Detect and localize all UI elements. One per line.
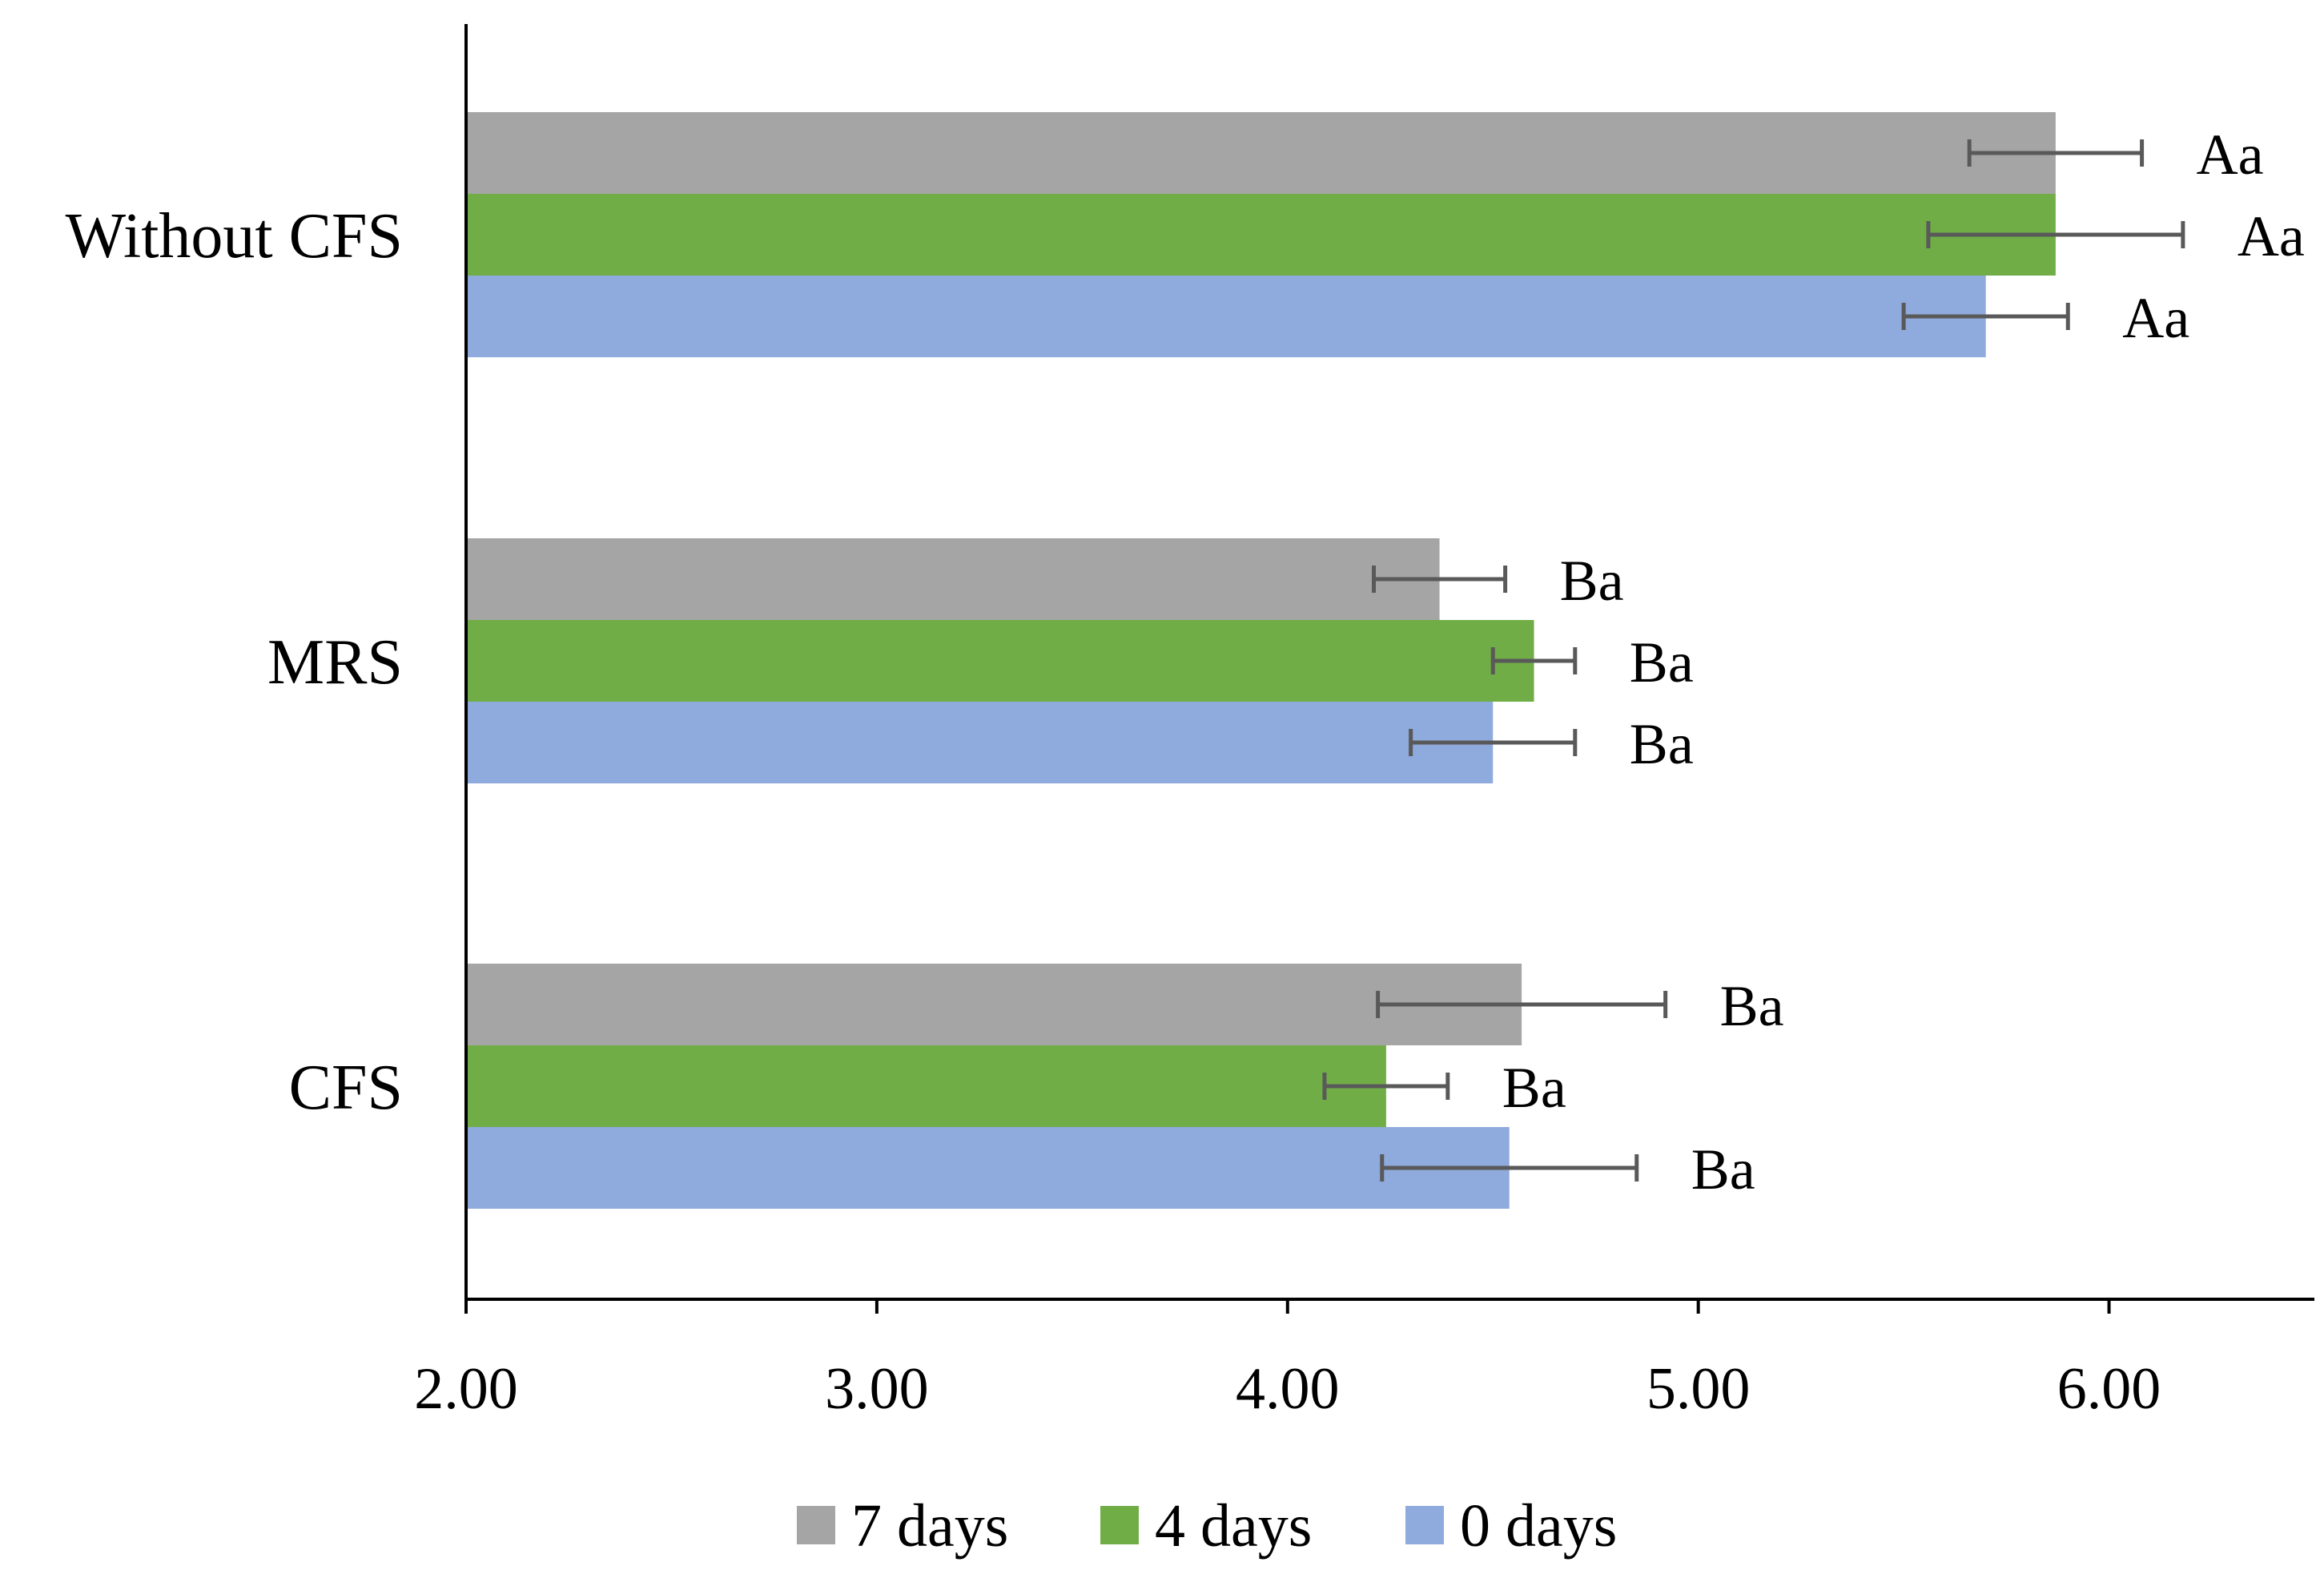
bar-mrs-4-days — [466, 620, 1534, 702]
error-bar-without-cfs-0-days — [1901, 303, 2070, 330]
legend-swatch-0-days — [1405, 1506, 1444, 1544]
sig-label-without-cfs-0-days: Aa — [2122, 286, 2189, 350]
sig-label-without-cfs-4-days: Aa — [2238, 204, 2305, 268]
bar-mrs-0-days — [466, 702, 1494, 783]
sig-label-mrs-7-days: Ba — [1560, 549, 1624, 613]
legend: 7 days 4 days 0 days — [797, 1492, 1617, 1560]
x-tick-label-2-00: 2.00 — [414, 1356, 518, 1422]
error-bar-mrs-0-days — [1409, 729, 1578, 756]
bar-cfs-7-days — [466, 964, 1522, 1045]
x-tick-label-4-00: 4.00 — [1236, 1356, 1340, 1422]
bar-without-cfs-0-days — [466, 276, 1986, 357]
error-bar-mrs-4-days — [1490, 647, 1578, 674]
bar-cfs-0-days — [466, 1127, 1510, 1209]
x-tick-label-3-00: 3.00 — [825, 1356, 929, 1422]
bar-without-cfs-7-days — [466, 112, 2056, 194]
legend-item-7-days: 7 days — [797, 1492, 1008, 1560]
bar-cfs-4-days — [466, 1045, 1386, 1127]
sig-label-mrs-4-days: Ba — [1630, 630, 1694, 694]
sig-label-cfs-4-days: Ba — [1502, 1056, 1566, 1120]
category-label-mrs: MRS — [267, 627, 403, 698]
legend-item-4-days: 4 days — [1100, 1492, 1312, 1560]
legend-label-4-days: 4 days — [1155, 1492, 1312, 1560]
legend-swatch-4-days — [1100, 1506, 1139, 1544]
legend-label-0-days: 0 days — [1460, 1492, 1617, 1560]
legend-swatch-7-days — [797, 1506, 835, 1544]
bar-mrs-7-days — [466, 538, 1440, 620]
legend-item-0-days: 0 days — [1405, 1492, 1617, 1560]
sig-label-without-cfs-7-days: Aa — [2197, 123, 2264, 187]
error-bar-mrs-7-days — [1371, 566, 1508, 593]
error-bar-without-cfs-7-days — [1967, 139, 2145, 167]
x-tick-label-6-00: 6.00 — [2057, 1356, 2161, 1422]
bars-layer — [466, 112, 2056, 1209]
error-bar-without-cfs-4-days — [1926, 221, 2185, 248]
sig-label-cfs-0-days: Ba — [1691, 1137, 1755, 1202]
error-bar-cfs-4-days — [1322, 1073, 1450, 1100]
x-tick-label-5-00: 5.00 — [1647, 1356, 1751, 1422]
bar-without-cfs-4-days — [466, 194, 2056, 276]
error-bars-layer — [1322, 139, 2185, 1182]
category-label-without-cfs: Without CFS — [66, 201, 403, 272]
sig-label-mrs-0-days: Ba — [1630, 712, 1694, 776]
category-label-cfs: CFS — [289, 1053, 403, 1123]
error-bar-cfs-0-days — [1380, 1154, 1639, 1182]
legend-label-7-days: 7 days — [851, 1492, 1008, 1560]
sig-label-cfs-7-days: Ba — [1720, 974, 1784, 1038]
axes-layer: Without CFS MRS CFS 2.00 3.00 4.00 5.00 6.00 — [66, 24, 2314, 1422]
error-bar-cfs-7-days — [1376, 991, 1668, 1018]
